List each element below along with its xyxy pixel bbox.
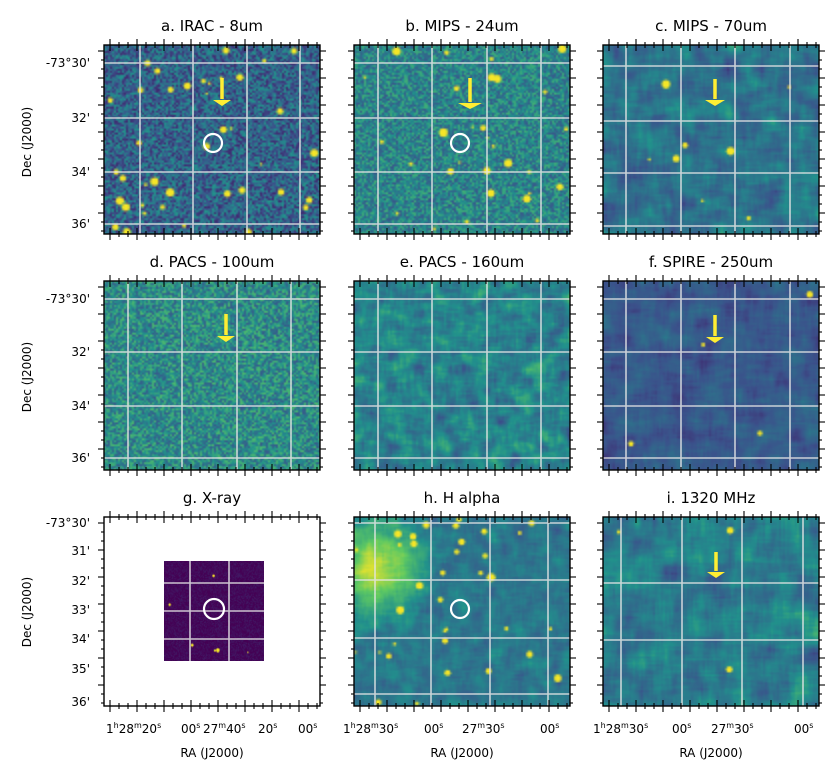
y-axis-label-row3: Dec (J2000) <box>20 577 34 647</box>
panel-title-c: c. MIPS - 70um <box>655 17 767 35</box>
x-tick-g-4: 20s <box>258 721 277 736</box>
panel-image-i <box>603 517 819 706</box>
source-circle-a <box>202 132 224 154</box>
panel-title-a: a. IRAC - 8um <box>161 17 263 35</box>
y-tick-g-3: 32' <box>71 574 90 588</box>
x-tick-i-1: 1h28m30s <box>593 721 648 736</box>
y-tick-d-1: -73°30' <box>46 292 90 306</box>
panel-title-e: e. PACS - 160um <box>400 253 525 271</box>
y-tick-g-1: -73°30' <box>46 516 90 530</box>
panel-image-a <box>104 45 320 234</box>
panel-frames <box>103 44 820 707</box>
x-tick-g-1: 1h28m20s <box>106 721 161 736</box>
panel-image-b <box>354 45 570 234</box>
panel-title-b: b. MIPS - 24um <box>405 17 518 35</box>
x-tick-labels-h: 1h28m30s 00s 27m30s 00s <box>343 721 559 736</box>
source-arrow-f <box>706 315 724 343</box>
panel-image-h <box>354 517 570 706</box>
x-axis-label-g: RA (J2000) <box>180 746 243 760</box>
x-tick-g-5: 00s <box>298 721 317 736</box>
panel-title-g: g. X-ray <box>183 489 241 507</box>
y-tick-d-3: 34' <box>71 399 90 413</box>
source-circle-b <box>449 132 471 154</box>
x-tick-g-3: 27m40s <box>203 721 246 736</box>
y-tick-g-4: 33' <box>71 603 90 617</box>
panel-title-i: i. 1320 MHz <box>667 489 756 507</box>
source-circle-h <box>449 598 471 620</box>
y-tick-a-4: 36' <box>71 217 90 231</box>
panel-image-f <box>603 281 819 470</box>
x-axis-label-h: RA (J2000) <box>430 746 493 760</box>
panel-image-d <box>104 281 320 470</box>
x-tick-h-1: 1h28m30s <box>343 721 398 736</box>
x-tick-i-3: 27m30s <box>711 721 754 736</box>
y-tick-d-2: 32' <box>71 345 90 359</box>
source-arrow-a <box>213 78 231 106</box>
source-arrow-b <box>458 78 482 109</box>
source-arrow-c <box>705 79 725 106</box>
y-tick-labels: -73°30' 32' 34' 36' -73°30' 32' 34' 36' … <box>46 56 90 709</box>
y-tick-g-2: 31' <box>71 544 90 558</box>
y-axis-label-row2: Dec (J2000) <box>20 342 34 412</box>
x-tick-h-3: 27m30s <box>462 721 505 736</box>
panel-image-e <box>354 281 570 470</box>
x-tick-labels-g: 1h28m20s 00s 27m40s 20s 00s <box>106 721 317 736</box>
y-tick-a-1: -73°30' <box>46 56 90 70</box>
panel-image-c <box>603 45 819 234</box>
x-tick-h-4: 00s <box>540 721 559 736</box>
y-tick-a-3: 34' <box>71 165 90 179</box>
y-tick-a-2: 32' <box>71 111 90 125</box>
x-axis-label-i: RA (J2000) <box>679 746 742 760</box>
source-arrow-d <box>217 314 235 342</box>
panel-title-d: d. PACS - 100um <box>150 253 275 271</box>
y-axis-label-row1: Dec (J2000) <box>20 107 34 177</box>
y-tick-g-5: 34' <box>71 632 90 646</box>
source-circle-g <box>202 597 226 621</box>
x-tick-i-4: 00s <box>794 721 813 736</box>
x-tick-labels-i: 1h28m30s 00s 27m30s 00s <box>593 721 813 736</box>
panel-title-h: h. H alpha <box>424 489 501 507</box>
axis-tick-marks <box>98 39 825 712</box>
y-tick-d-4: 36' <box>71 451 90 465</box>
x-tick-i-2: 00s <box>672 721 691 736</box>
source-arrow-i <box>707 552 725 578</box>
panel-title-f: f. SPIRE - 250um <box>649 253 773 271</box>
coordinate-grid <box>104 45 819 706</box>
x-tick-h-2: 00s <box>424 721 443 736</box>
y-tick-g-6: 35' <box>71 662 90 676</box>
y-tick-g-7: 36' <box>71 695 90 709</box>
x-tick-g-2: 00s <box>181 721 200 736</box>
